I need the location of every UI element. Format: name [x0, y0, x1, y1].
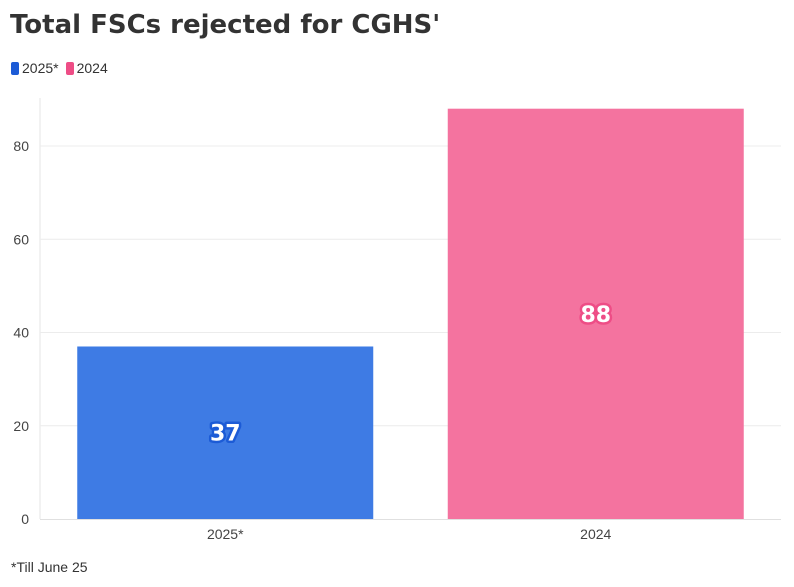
legend-label-2024: 2024 [76, 60, 108, 76]
legend-item-2024[interactable]: 2024 [65, 60, 108, 76]
y-tick-label-20: 20 [13, 418, 29, 434]
bar-2024 [447, 108, 744, 519]
legend-label-2025: 2025* [22, 60, 59, 76]
bar-2025 [77, 346, 374, 519]
y-tick-label-0: 0 [21, 511, 29, 527]
footnote: *Till June 25 [11, 559, 88, 575]
legend-item-2025[interactable]: 2025* [11, 60, 59, 76]
y-tick-label-60: 60 [13, 231, 29, 247]
x-tick-label-2024: 2024 [580, 526, 611, 542]
legend-swatch-2024 [65, 61, 74, 75]
value-label-2024: 88 [580, 303, 611, 328]
legend-swatch-2025 [11, 61, 19, 75]
x-tick-label-2025: 2025* [207, 526, 244, 542]
value-label-2025: 37 [210, 422, 241, 447]
chart-legend: 2025* 2024 [11, 60, 115, 76]
y-tick-label-80: 80 [13, 138, 29, 154]
y-tick-label-40: 40 [13, 325, 29, 341]
chart-title: Total FSCs rejected for CGHS' [10, 10, 441, 40]
